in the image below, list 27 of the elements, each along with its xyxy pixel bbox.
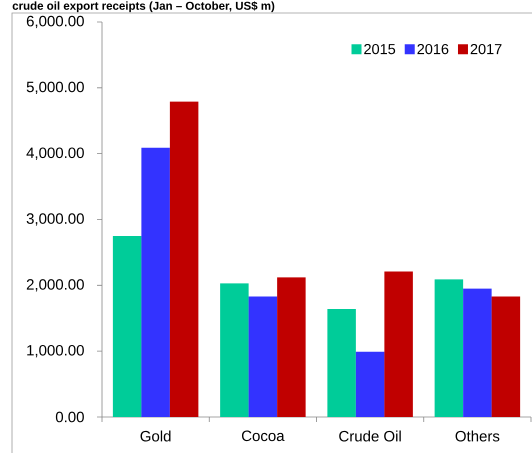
chart-title: crude oil export receipts (Jan – October, US$ m): [12, 1, 274, 12]
y-tick-label: 5,000.00: [26, 82, 84, 94]
x-tick-label: Others: [456, 430, 500, 442]
x-tick-label: Crude Oil: [339, 430, 401, 442]
y-tick-label: 3,000.00: [26, 213, 84, 226]
bar: [248, 296, 278, 417]
y-tick-label: 4,000.00: [26, 147, 84, 160]
y-tick-label: 6,000.00: [26, 16, 84, 28]
bar: [492, 296, 520, 417]
bar: [141, 148, 170, 417]
y-tick-label: 1,000.00: [27, 344, 84, 358]
x-tick-label: Cocoa: [242, 430, 285, 442]
bar: [356, 352, 384, 417]
legend-label: 2015: [364, 44, 396, 54]
bar: [463, 288, 492, 417]
bar: [170, 102, 198, 417]
bar: [384, 271, 413, 417]
x-tick-label: Gold: [140, 430, 171, 442]
bar: [220, 283, 249, 417]
y-tick-label: 2,000.00: [26, 279, 84, 292]
legend-label: 2017: [470, 44, 502, 54]
y-tick-label: 0.00: [56, 412, 84, 422]
bar: [112, 236, 142, 417]
bar: [434, 279, 464, 417]
bar: [277, 277, 306, 417]
legend-label: 2016: [417, 44, 448, 54]
bar: [327, 309, 356, 417]
